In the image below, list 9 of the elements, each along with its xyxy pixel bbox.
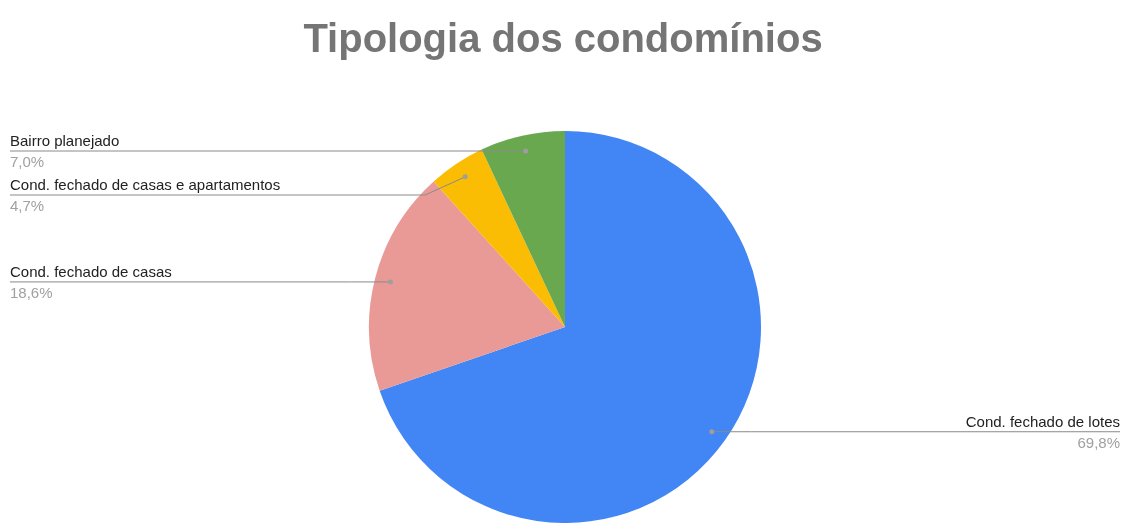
slice-label: Cond. fechado de casas e apartamentos — [10, 176, 281, 194]
slice-label: Cond. fechado de lotes — [965, 412, 1120, 430]
chart-title: Tipologia dos condomínios — [303, 16, 823, 60]
data-label: 4,7% — [10, 197, 45, 215]
slice-label: Cond. fechado de casas — [10, 262, 172, 280]
slice-label: Bairro planejado — [10, 132, 120, 150]
data-label: 18,6% — [10, 283, 53, 301]
data-label: 7,0% — [10, 153, 45, 171]
data-label: 69,8% — [1077, 433, 1120, 451]
